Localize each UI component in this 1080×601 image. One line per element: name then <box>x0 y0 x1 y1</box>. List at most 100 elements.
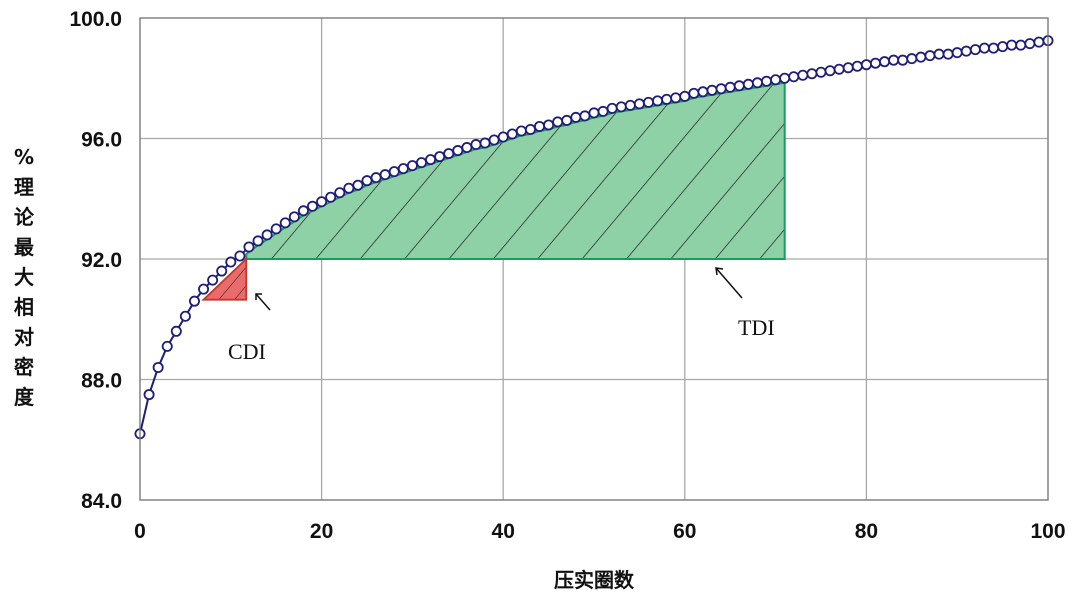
data-point <box>406 160 418 172</box>
data-point <box>915 51 927 63</box>
data-point <box>288 211 300 223</box>
data-point <box>588 107 600 119</box>
y-axis-title-char: 对 <box>14 325 34 349</box>
data-point <box>706 84 718 96</box>
data-point <box>642 96 654 108</box>
data-point <box>906 53 918 65</box>
data-point <box>579 110 591 122</box>
y-axis-ticks: 84.0 88.0 92.0 96.0 100.0 <box>69 8 122 513</box>
data-point <box>352 179 364 191</box>
data-point <box>270 223 282 235</box>
y-axis-title-char: 相 <box>14 295 34 319</box>
data-point <box>334 187 346 199</box>
data-point <box>497 131 509 143</box>
data-point <box>978 42 990 54</box>
x-tick-label: 20 <box>310 520 333 543</box>
data-point <box>888 54 900 66</box>
data-point <box>661 93 673 105</box>
data-point <box>552 116 564 128</box>
data-point <box>261 229 273 241</box>
data-point <box>652 95 664 107</box>
data-point <box>488 134 500 146</box>
data-point <box>252 235 264 247</box>
data-point <box>969 44 981 56</box>
data-point <box>869 57 881 69</box>
data-point <box>470 139 482 151</box>
data-point <box>234 250 246 262</box>
y-tick-label: 96.0 <box>81 129 122 152</box>
data-point <box>343 182 355 194</box>
y-axis-title-char: 最 <box>14 235 35 259</box>
y-tick-label: 92.0 <box>81 249 122 272</box>
data-point <box>924 50 936 62</box>
data-point <box>697 86 709 98</box>
data-point <box>1024 38 1036 50</box>
data-point <box>397 163 409 175</box>
data-point <box>188 295 200 307</box>
data-point <box>751 77 763 89</box>
data-point <box>724 81 736 93</box>
data-point <box>198 283 210 295</box>
data-point <box>615 101 627 113</box>
cdi-region-hatch <box>201 256 248 301</box>
data-point <box>170 325 182 337</box>
data-point <box>833 63 845 75</box>
cdi-label: CDI <box>228 339 266 364</box>
data-point <box>243 241 255 253</box>
annotations: CDI TDI <box>228 267 775 364</box>
data-point <box>452 145 464 157</box>
data-point <box>361 175 373 187</box>
data-point <box>688 87 700 99</box>
data-point <box>624 99 636 111</box>
data-point <box>806 68 818 80</box>
data-point <box>742 78 754 90</box>
data-point <box>379 169 391 181</box>
y-tick-label: 84.0 <box>81 490 122 513</box>
data-point <box>207 274 219 286</box>
data-point <box>988 42 1000 54</box>
data-point <box>297 205 309 217</box>
y-axis-title-char: % <box>14 145 34 169</box>
data-point <box>770 74 782 86</box>
data-point <box>761 75 773 87</box>
data-point <box>606 102 618 114</box>
data-point <box>570 111 582 123</box>
data-point <box>797 69 809 81</box>
data-point <box>307 200 319 212</box>
data-point <box>534 120 546 132</box>
plot-frame <box>139 17 1049 501</box>
data-point <box>879 56 891 68</box>
y-tick-label: 100.0 <box>69 8 122 31</box>
x-tick-label: 100 <box>1030 520 1065 543</box>
data-point <box>960 45 972 57</box>
data-point <box>443 148 455 160</box>
data-point <box>561 114 573 126</box>
data-point <box>370 172 382 184</box>
data-point <box>524 123 536 135</box>
data-point <box>1033 36 1045 48</box>
data-point <box>715 83 727 95</box>
data-point <box>633 98 645 110</box>
x-tick-label: 0 <box>134 520 146 543</box>
data-point <box>860 59 872 71</box>
data-point <box>515 125 527 137</box>
data-point <box>152 361 164 373</box>
data-point <box>506 128 518 140</box>
x-axis-title: 压实圈数 <box>554 568 635 592</box>
cdi-arrow-icon <box>255 293 271 311</box>
y-tick-label: 88.0 <box>81 370 122 393</box>
data-point <box>316 196 328 208</box>
data-point <box>225 256 237 268</box>
y-axis-title-char: 大 <box>14 265 34 289</box>
data-point <box>161 340 173 352</box>
data-point <box>415 157 427 169</box>
data-point <box>434 151 446 163</box>
x-tick-label: 80 <box>855 520 878 543</box>
data-point <box>543 119 555 131</box>
data-point <box>216 265 228 277</box>
tdi-arrow-icon <box>715 267 743 299</box>
data-point <box>997 41 1009 53</box>
data-point <box>942 48 954 60</box>
